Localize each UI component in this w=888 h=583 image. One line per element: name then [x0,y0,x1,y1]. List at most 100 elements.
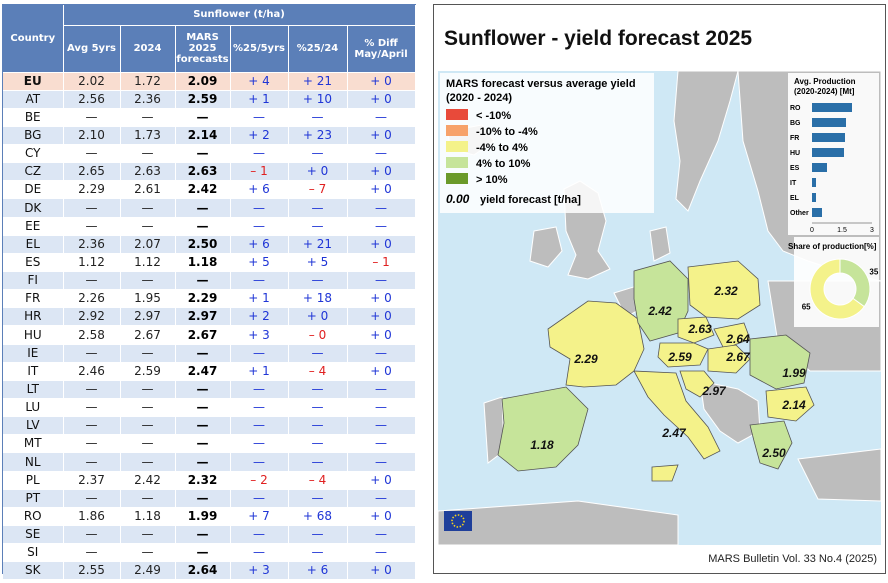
cell-mars: — [175,452,231,472]
cell-y2024: — [120,489,176,508]
cell-diff: — [347,108,416,127]
production-tick: 1.5 [837,227,847,234]
cell-diff: + 0 [347,162,416,182]
cell-pct24: — [288,271,348,291]
table-row: CY — — — — — — [3,144,416,164]
cell-y2024: — [120,198,176,218]
region-es[interactable] [497,386,589,472]
cell-diff: + 0 [347,72,416,91]
map-panel: Sunflower - yield forecast 2025 [433,4,886,574]
header-mars-l2: 2025 [188,43,217,54]
cell-pct24: — [288,398,348,418]
cell-country: FR [3,289,64,309]
cell-y2024: — [120,525,176,545]
region-pl[interactable] [687,260,761,320]
map-title: Sunflower - yield forecast 2025 [444,27,753,50]
table-row: SE — — — — — — [3,525,416,545]
cell-avg5: — [63,108,121,127]
table-row: HU 2.58 2.67 2.67 + 3– 0 + 0 [3,325,416,345]
cell-y2024: 2.63 [120,162,176,182]
legend-item-label: -4% to 4% [476,142,528,154]
cell-avg5: — [63,144,121,164]
cell-y2024: 2.67 [120,325,176,345]
legend-item-label: > 10% [476,174,508,186]
production-bar [812,148,844,157]
cell-diff: + 0 [347,180,416,200]
cell-pct24: + 0 [288,162,348,182]
cell-pct5: — [230,525,289,545]
land-ireland [529,226,563,268]
region-bg[interactable] [765,386,815,422]
region-value-cz: 2.63 [687,322,712,336]
region-value-bg: 2.14 [781,398,806,412]
cell-country: EU [3,72,64,91]
region-hu[interactable] [707,344,751,374]
land-balkans [699,380,761,444]
cell-mars: — [175,198,231,218]
cell-pct24: — [288,416,348,436]
land-scandinavia [673,70,739,212]
cell-diff: — [347,543,416,563]
cell-country: BE [3,108,64,127]
cell-diff: + 0 [347,325,416,345]
cell-y2024: — [120,543,176,563]
cell-y2024: — [120,144,176,164]
region-it[interactable] [633,370,721,482]
cell-diff: — [347,144,416,164]
cell-mars: — [175,416,231,436]
cell-country: SE [3,525,64,545]
table-row: PT — — — — — — [3,489,416,508]
region-value-ro: 1.99 [782,366,806,380]
legend-item-label: < -10% [476,110,511,122]
cell-pct24: + 5 [288,253,348,273]
cell-pct5: + 2 [230,307,289,327]
eu-flag [444,511,472,531]
header-diff-l2: May/April [354,48,408,60]
region-fr[interactable] [547,300,645,388]
cell-pct5: — [230,144,289,164]
land-denmark [649,226,671,262]
region-el[interactable] [749,420,793,470]
production-subtitle: (2020-2024) [Mt] [794,87,855,96]
cell-country: AT [3,90,64,109]
production-bar [812,178,816,187]
legend-swatch [446,141,468,152]
cell-avg5: 2.55 [63,561,121,581]
header-pct24: %25/24 [288,25,348,73]
eu-flag-rect [444,511,472,531]
region-at[interactable] [657,342,709,368]
cell-country: IE [3,344,64,363]
cell-pct5: — [230,380,289,400]
cell-y2024: 2.49 [120,561,176,581]
legend-value-sample: 0.00 [446,192,470,206]
header-avg5: Avg 5yrs [63,25,121,73]
cell-mars: — [175,144,231,164]
cell-country: HR [3,307,64,327]
cell-diff: + 0 [347,289,416,309]
cell-pct5: + 4 [230,72,289,91]
share-chart: Share of production[%] 35 65 [788,237,879,327]
cell-y2024: — [120,434,176,454]
yield-table-panel: Country Sunflower (t/ha) Avg 5yrs 2024 M… [2,4,416,581]
cell-mars: — [175,489,231,508]
cell-y2024: 1.95 [120,289,176,309]
cell-country: FI [3,271,64,291]
cell-country: EL [3,235,64,254]
cell-mars: — [175,344,231,363]
cell-pct24: – 4 [288,471,348,490]
region-cz[interactable] [677,316,715,344]
cell-mars: 1.99 [175,507,231,527]
cell-diff: — [347,525,416,545]
production-tick: 0 [810,227,814,234]
cell-mars: 2.14 [175,126,231,146]
cell-country: IT [3,362,64,381]
cell-country: ES [3,253,64,273]
region-ro[interactable] [749,334,811,390]
legend-swatch [446,157,468,168]
region-hr[interactable] [679,370,715,398]
cell-diff: + 0 [347,471,416,490]
cell-y2024: — [120,416,176,436]
region-value-pl: 2.32 [713,284,738,298]
table-row: PL 2.37 2.42 2.32– 2– 4 + 0 [3,471,416,490]
table-row: IE — — — — — — [3,344,416,363]
